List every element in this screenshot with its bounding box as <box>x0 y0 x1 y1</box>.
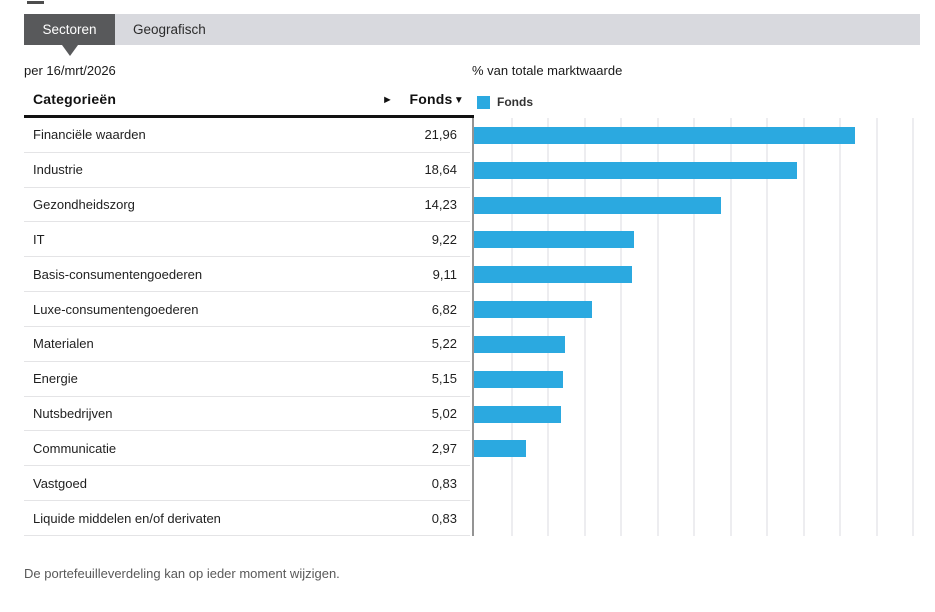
category-value: 5,15 <box>431 371 457 387</box>
active-tab-pointer-icon <box>61 45 78 56</box>
category-label: Materialen <box>33 336 94 352</box>
gridline <box>729 118 732 536</box>
chart-legend: Fonds <box>477 95 533 109</box>
tab-bar: Sectoren Geografisch <box>24 14 920 56</box>
chart-row <box>474 188 920 223</box>
bar <box>474 126 856 144</box>
category-value: 9,22 <box>431 231 457 247</box>
category-value: 5,22 <box>431 336 457 352</box>
gridline <box>583 118 586 536</box>
bar <box>474 440 526 458</box>
tab-sectoren-label: Sectoren <box>42 22 97 37</box>
legend-label-fonds: Fonds <box>497 95 533 109</box>
sort-desc-icon: ▼ <box>453 95 464 106</box>
category-value: 0,83 <box>431 510 457 526</box>
gridline <box>547 118 550 536</box>
category-label: Luxe-consumentengoederen <box>33 301 199 317</box>
fonds-column-label: Fonds <box>409 91 453 107</box>
legend-swatch-fonds <box>477 95 490 109</box>
chart-rows <box>474 118 920 536</box>
category-label: Energie <box>33 371 78 387</box>
bar-chart <box>472 118 920 536</box>
gridline <box>656 118 659 536</box>
chart-row <box>474 292 920 327</box>
table-row: Vastgoed 0,83 <box>24 466 470 502</box>
category-value: 18,64 <box>424 162 457 178</box>
category-label: Industrie <box>33 162 83 178</box>
chart-row <box>474 501 920 536</box>
bar <box>474 266 633 284</box>
footnote: De portefeuilleverdeling kan op ieder mo… <box>24 566 340 581</box>
category-label: Communicatie <box>33 440 117 456</box>
gridline <box>802 118 805 536</box>
chart-row <box>474 397 920 432</box>
as-of-date: per 16/mrt/2026 <box>24 63 116 78</box>
category-table: Financiële waarden 21,96 Industrie 18,64 Gez… <box>24 118 470 536</box>
bar <box>474 405 562 423</box>
table-row: Basis-consumentengoederen 9,11 <box>24 257 470 293</box>
chart-row <box>474 466 920 501</box>
bar <box>474 335 565 353</box>
chart-row <box>474 362 920 397</box>
gridline <box>766 118 769 536</box>
gridline <box>839 118 842 536</box>
table-row: Financiële waarden 21,96 <box>24 118 470 153</box>
top-edge-artifact <box>27 1 44 4</box>
category-label: Vastgoed <box>33 475 87 491</box>
categories-column-header: Categorieën <box>33 91 117 107</box>
category-label: Nutsbedrijven <box>33 406 113 422</box>
gridline <box>693 118 696 536</box>
table-row: Industrie 18,64 <box>24 153 470 188</box>
chart-row <box>474 257 920 292</box>
table-row: Communicatie 2,97 <box>24 431 470 467</box>
chart-row <box>474 327 920 362</box>
bar <box>474 196 721 214</box>
chart-title: % van totale marktwaarde <box>472 63 623 78</box>
category-value: 6,82 <box>431 301 457 317</box>
table-row: Materialen 5,22 <box>24 327 470 362</box>
category-value: 5,02 <box>431 406 457 422</box>
table-row: Gezondheidszorg 14,23 <box>24 188 470 223</box>
table-header: Categorieën ► Fonds ▼ <box>24 88 472 116</box>
table-row: Nutsbedrijven 5,02 <box>24 397 470 432</box>
bar <box>474 301 593 319</box>
tab-geografisch-label: Geografisch <box>133 22 206 37</box>
tab-sectoren[interactable]: Sectoren <box>24 14 115 56</box>
table-row: IT 9,22 <box>24 222 470 258</box>
gridline <box>620 118 623 536</box>
gridline <box>912 118 915 536</box>
expand-arrow-icon[interactable]: ► <box>382 94 393 106</box>
table-row: Energie 5,15 <box>24 362 470 397</box>
category-value: 9,11 <box>432 266 457 282</box>
table-row: Luxe-consumentengoederen 6,82 <box>24 292 470 327</box>
category-value: 0,83 <box>431 475 457 491</box>
category-label: Basis-consumentengoederen <box>33 266 203 282</box>
category-label: Financiële waarden <box>33 127 146 143</box>
category-value: 21,96 <box>424 127 457 143</box>
tab-geografisch[interactable]: Geografisch <box>115 14 224 45</box>
category-value: 2,97 <box>431 440 457 456</box>
gridline <box>875 118 878 536</box>
gridline <box>510 118 513 536</box>
chart-row <box>474 222 920 257</box>
table-header-rule <box>24 115 474 118</box>
bar <box>474 370 564 388</box>
category-label: Gezondheidszorg <box>33 197 135 213</box>
chart-row <box>474 153 920 188</box>
chart-row <box>474 431 920 466</box>
chart-row <box>474 118 920 153</box>
table-row: Liquide middelen en/of derivaten 0,83 <box>24 501 470 536</box>
bar <box>474 161 798 179</box>
category-value: 14,23 <box>424 197 457 213</box>
category-label: IT <box>33 231 45 247</box>
category-label: Liquide middelen en/of derivaten <box>33 510 221 526</box>
fonds-sort-header[interactable]: Fonds ▼ <box>410 91 464 107</box>
bar <box>474 231 634 249</box>
